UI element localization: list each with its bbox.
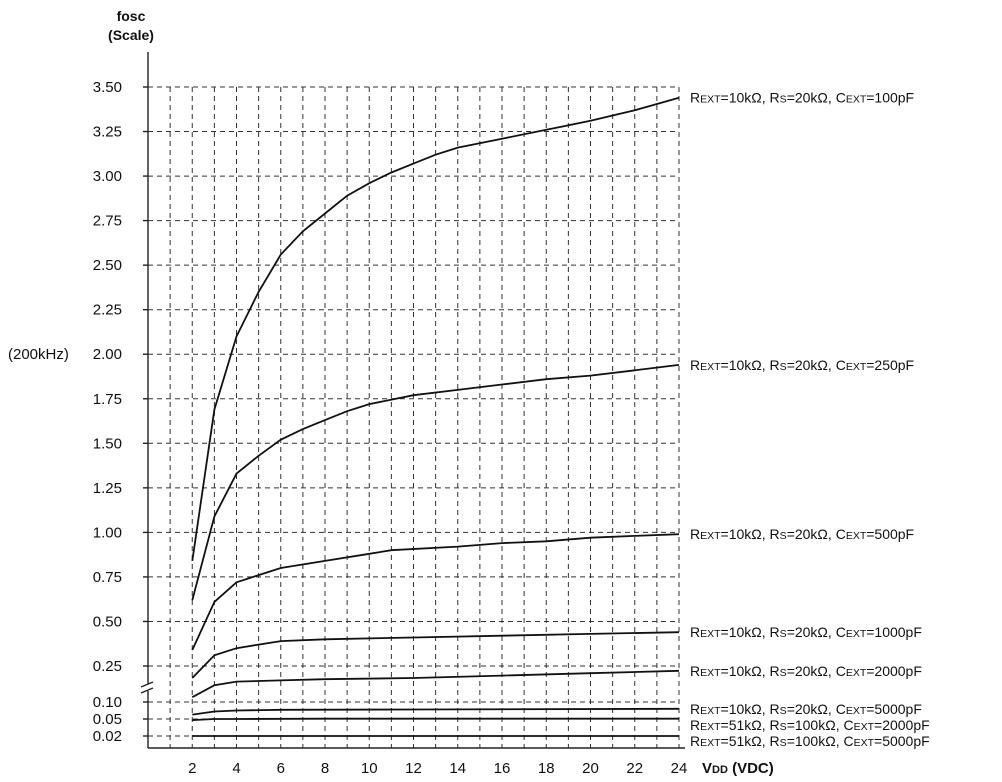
y-tick-label: 3.50 [93,79,122,96]
y-tick-label: 3.25 [93,124,122,141]
y-tick-label: 0.25 [93,658,122,675]
series-label: REXT=51kΩ, RS=100kΩ, CEXT=5000pF [690,733,930,749]
x-tick-label: 4 [232,760,240,777]
axis-break-gap [144,684,152,691]
series-label: REXT=10kΩ, RS=20kΩ, CEXT=1000pF [690,624,922,640]
series-line [191,631,680,679]
y-axis-label-fosc: fosc [117,8,146,24]
x-tick-label: 2 [188,760,196,777]
y-tick-label: 2.50 [93,257,122,274]
y-tick-label: 0.50 [93,613,122,630]
axes [140,52,685,749]
x-tick-label: 16 [494,760,511,777]
y-tick-label: 1.50 [93,435,122,452]
series-line [191,533,680,651]
series-label: REXT=10kΩ, RS=20kΩ, CEXT=250pF [690,357,914,373]
x-tick-label: 24 [671,760,688,777]
y-tick-label: 2.75 [93,213,122,230]
y-tick-label: 0.02 [93,728,122,745]
y-tick-label: 2.00 [93,346,122,363]
x-tick-label: 14 [449,760,466,777]
x-tick-label: 20 [582,760,599,777]
y-tick-label: 3.00 [93,168,122,185]
y-tick-label: 1.25 [93,480,122,497]
series-label: REXT=10kΩ, RS=20kΩ, CEXT=2000pF [690,663,922,679]
x-tick-label: 8 [321,760,329,777]
series-label: REXT=10kΩ, RS=20kΩ, CEXT=100pF [690,90,914,106]
y-tick-label: 2.25 [93,302,122,319]
axis-break-mark [140,687,154,694]
y-tick-label: 0.10 [93,694,122,711]
series-label: REXT=10kΩ, RS=20kΩ, CEXT=500pF [690,526,914,542]
series-labels: REXT=10kΩ, RS=20kΩ, CEXT=100pF REXT=10kΩ,… [690,90,930,749]
series-line [192,707,680,716]
y-axis-label-scale: (Scale) [108,27,154,43]
series-label: REXT=10kΩ, RS=20kΩ, CEXT=5000pF [690,701,922,717]
x-tick-label: 6 [277,760,285,777]
y-tick-label: 0.05 [93,711,122,728]
series-line [192,717,679,721]
x-tick-label: 10 [361,760,378,777]
series-line [191,669,680,698]
x-tick-label: 12 [405,760,422,777]
series-label: REXT=51kΩ, RS=100kΩ, CEXT=2000pF [690,717,930,733]
axis-break-mark [140,681,154,688]
series-line [191,96,680,562]
grid [148,86,680,748]
y-tick-label: 1.00 [93,524,122,541]
series-line [191,364,680,601]
x-tick-label: 18 [538,760,555,777]
series-lines [191,96,680,737]
y-tick-label: 1.75 [93,391,122,408]
x-tick-labels: 2 4 6 8 10 12 14 16 18 20 22 24 [188,760,687,777]
y-extra-label-200khz: (200kHz) [8,346,69,363]
x-axis-label: VDD (VDC) [702,760,774,777]
y-tick-labels: 0.020.050.10 0.25 0.50 0.75 1.00 1.25 1.50 1.75… [93,79,122,745]
x-tick-label: 22 [626,760,643,777]
y-tick-label: 0.75 [93,569,122,586]
